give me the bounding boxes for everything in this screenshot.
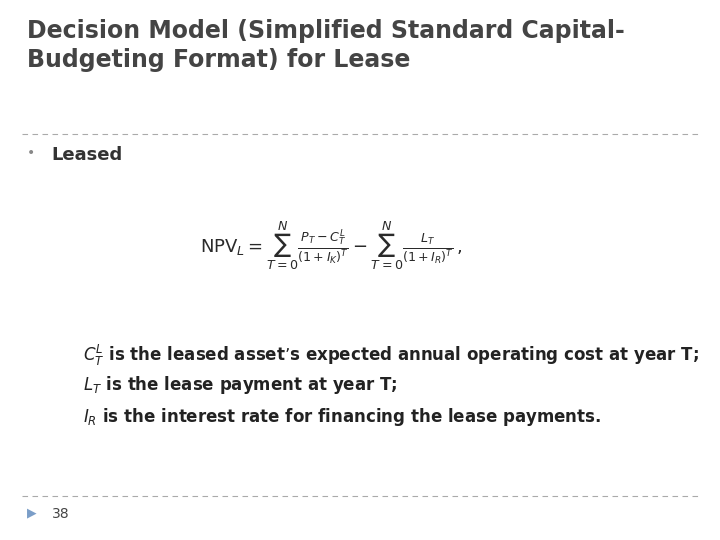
Text: $I_R$ is the interest rate for financing the lease payments.: $I_R$ is the interest rate for financing… (83, 406, 601, 428)
Text: •: • (27, 146, 35, 160)
Text: Decision Model (Simplified Standard Capital-
Budgeting Format) for Lease: Decision Model (Simplified Standard Capi… (27, 19, 625, 72)
Text: $\mathrm{NPV}_L = \sum_{T=0}^{N} \frac{P_T - C_T^L}{\left(1+I_K\right)^T} - \sum: $\mathrm{NPV}_L = \sum_{T=0}^{N} \frac{P… (200, 219, 462, 272)
Text: Leased: Leased (52, 146, 123, 164)
Text: $C_T^L$ is the leased asset’s expected annual operating cost at year T;: $C_T^L$ is the leased asset’s expected a… (83, 343, 698, 368)
Text: ▶: ▶ (27, 507, 37, 519)
Text: $L_T$ is the lease payment at year T;: $L_T$ is the lease payment at year T; (83, 374, 397, 396)
Text: 38: 38 (52, 507, 69, 521)
